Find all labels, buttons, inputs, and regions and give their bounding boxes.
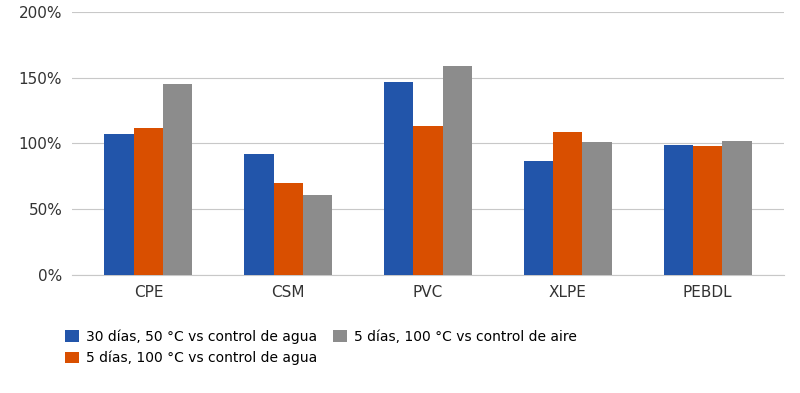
Bar xyxy=(303,195,332,275)
Bar xyxy=(244,154,274,275)
Bar xyxy=(524,161,553,275)
Bar xyxy=(414,126,442,275)
Bar xyxy=(722,141,752,275)
Bar xyxy=(442,66,472,275)
Bar xyxy=(104,134,134,275)
Bar xyxy=(582,142,612,275)
Bar xyxy=(163,84,193,275)
Bar xyxy=(663,145,693,275)
Legend: 30 días, 50 °C vs control de agua, 5 días, 100 °C vs control de agua, 5 días, 10: 30 días, 50 °C vs control de agua, 5 día… xyxy=(65,329,577,365)
Bar xyxy=(553,132,582,275)
Bar xyxy=(134,128,163,275)
Bar xyxy=(274,183,303,275)
Bar xyxy=(693,146,722,275)
Bar xyxy=(384,82,414,275)
